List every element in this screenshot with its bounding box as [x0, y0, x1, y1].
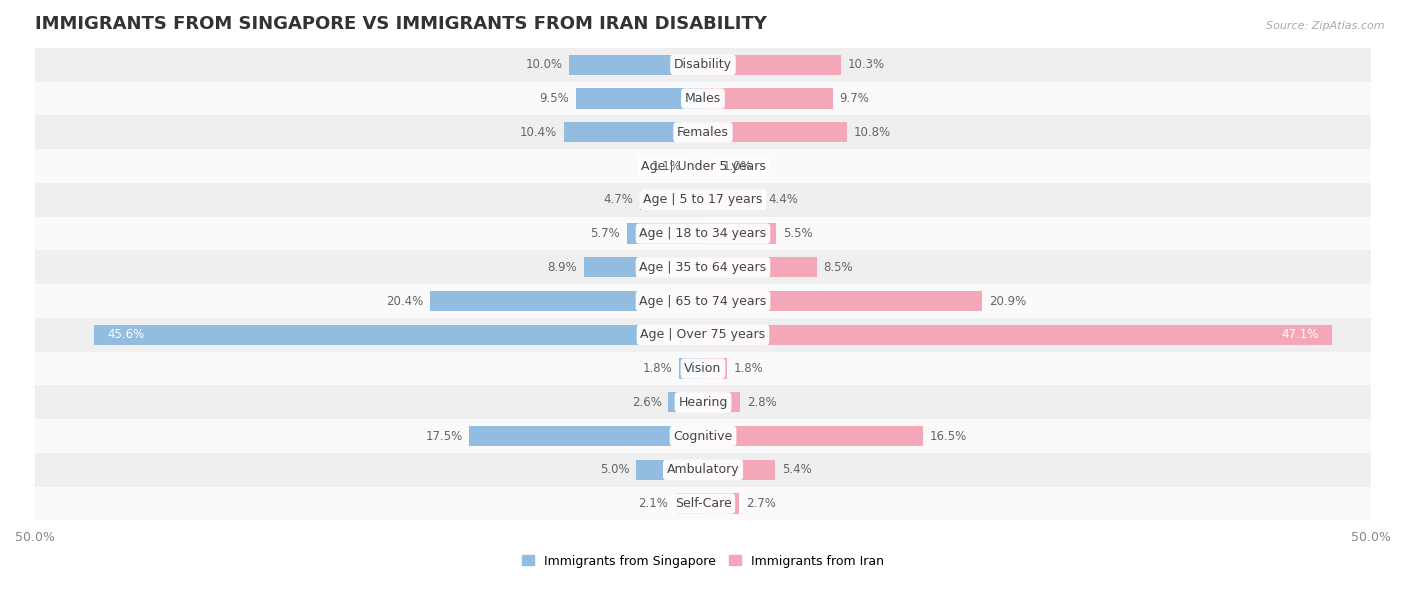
Bar [35, 48, 1371, 82]
Text: 20.4%: 20.4% [387, 294, 423, 308]
Bar [564, 122, 703, 143]
Bar [703, 392, 741, 412]
Text: 8.5%: 8.5% [824, 261, 853, 274]
Text: Males: Males [685, 92, 721, 105]
Bar [470, 426, 703, 446]
Bar [35, 250, 1371, 284]
Bar [703, 493, 740, 513]
Bar [94, 325, 703, 345]
Text: 5.7%: 5.7% [591, 227, 620, 240]
Bar [627, 223, 703, 244]
Bar [583, 257, 703, 277]
Bar [703, 190, 762, 210]
Bar [703, 122, 848, 143]
Bar [675, 493, 703, 513]
Text: Females: Females [678, 126, 728, 139]
Text: Age | Over 75 years: Age | Over 75 years [641, 328, 765, 341]
Bar [35, 149, 1371, 183]
Bar [35, 352, 1371, 386]
Text: 1.8%: 1.8% [643, 362, 672, 375]
Text: 10.4%: 10.4% [520, 126, 557, 139]
Text: Ambulatory: Ambulatory [666, 463, 740, 476]
Bar [703, 291, 983, 312]
Text: 2.6%: 2.6% [631, 396, 662, 409]
Text: Age | 5 to 17 years: Age | 5 to 17 years [644, 193, 762, 206]
Text: Age | 35 to 64 years: Age | 35 to 64 years [640, 261, 766, 274]
Text: Self-Care: Self-Care [675, 497, 731, 510]
Text: 4.7%: 4.7% [603, 193, 634, 206]
Bar [35, 183, 1371, 217]
Text: 17.5%: 17.5% [425, 430, 463, 442]
Text: Vision: Vision [685, 362, 721, 375]
Text: 47.1%: 47.1% [1281, 328, 1319, 341]
Bar [35, 419, 1371, 453]
Text: Cognitive: Cognitive [673, 430, 733, 442]
Bar [703, 89, 832, 109]
Text: 10.0%: 10.0% [526, 58, 562, 72]
Bar [430, 291, 703, 312]
Bar [689, 156, 703, 176]
Text: 45.6%: 45.6% [107, 328, 145, 341]
Bar [35, 217, 1371, 250]
Text: IMMIGRANTS FROM SINGAPORE VS IMMIGRANTS FROM IRAN DISABILITY: IMMIGRANTS FROM SINGAPORE VS IMMIGRANTS … [35, 15, 766, 33]
Text: 9.7%: 9.7% [839, 92, 869, 105]
Text: Age | 18 to 34 years: Age | 18 to 34 years [640, 227, 766, 240]
Bar [576, 89, 703, 109]
Text: Source: ZipAtlas.com: Source: ZipAtlas.com [1267, 21, 1385, 31]
Bar [703, 54, 841, 75]
Bar [703, 257, 817, 277]
Bar [35, 318, 1371, 352]
Bar [35, 386, 1371, 419]
Bar [35, 487, 1371, 520]
Bar [703, 359, 727, 379]
Text: 2.1%: 2.1% [638, 497, 668, 510]
Bar [35, 284, 1371, 318]
Text: 4.4%: 4.4% [769, 193, 799, 206]
Bar [703, 156, 717, 176]
Text: Hearing: Hearing [678, 396, 728, 409]
Bar [668, 392, 703, 412]
Bar [703, 325, 1333, 345]
Legend: Immigrants from Singapore, Immigrants from Iran: Immigrants from Singapore, Immigrants fr… [522, 554, 884, 567]
Text: 10.3%: 10.3% [848, 58, 884, 72]
Bar [636, 460, 703, 480]
Text: 8.9%: 8.9% [548, 261, 578, 274]
Bar [35, 453, 1371, 487]
Text: 9.5%: 9.5% [540, 92, 569, 105]
Text: 10.8%: 10.8% [853, 126, 891, 139]
Bar [703, 426, 924, 446]
Text: 5.0%: 5.0% [600, 463, 630, 476]
Bar [640, 190, 703, 210]
Bar [703, 223, 776, 244]
Bar [679, 359, 703, 379]
Bar [35, 82, 1371, 116]
Text: 1.0%: 1.0% [723, 160, 752, 173]
Text: 2.8%: 2.8% [747, 396, 778, 409]
Text: 1.8%: 1.8% [734, 362, 763, 375]
Text: 1.1%: 1.1% [652, 160, 682, 173]
Text: 5.5%: 5.5% [783, 227, 813, 240]
Text: Disability: Disability [673, 58, 733, 72]
Text: 2.7%: 2.7% [745, 497, 776, 510]
Text: 5.4%: 5.4% [782, 463, 811, 476]
Text: 20.9%: 20.9% [988, 294, 1026, 308]
Text: Age | 65 to 74 years: Age | 65 to 74 years [640, 294, 766, 308]
Text: Age | Under 5 years: Age | Under 5 years [641, 160, 765, 173]
Bar [35, 116, 1371, 149]
Bar [569, 54, 703, 75]
Text: 16.5%: 16.5% [931, 430, 967, 442]
Bar [703, 460, 775, 480]
